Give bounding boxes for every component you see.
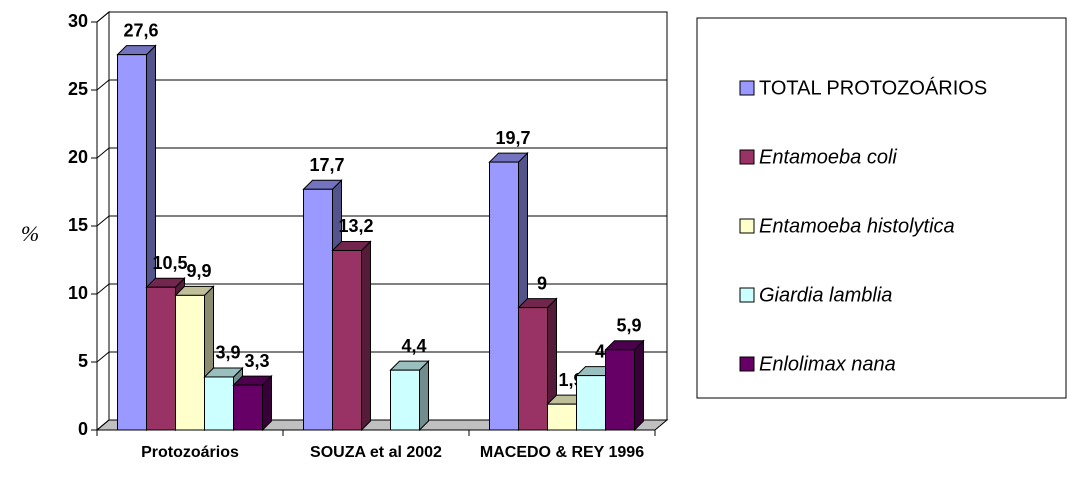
bar xyxy=(233,384,263,431)
legend-swatch xyxy=(739,356,755,372)
value-label: 9,9 xyxy=(186,261,211,281)
bar-side xyxy=(361,240,371,432)
legend-box xyxy=(696,17,1067,399)
bar xyxy=(175,294,205,431)
value-label: 10,5 xyxy=(152,253,187,273)
y-tick-label: 0 xyxy=(78,419,88,439)
bar xyxy=(332,249,362,431)
grid-line xyxy=(96,147,667,159)
legend-swatch xyxy=(739,287,755,303)
legend-label: Entamoeba histolytica xyxy=(759,215,955,237)
x-tick-label: Protozoários xyxy=(141,444,239,461)
value-label: 5,9 xyxy=(616,316,641,336)
bar-side xyxy=(419,359,429,432)
legend-label: Enlolimax nana xyxy=(759,353,896,375)
value-label: 19,7 xyxy=(495,128,530,148)
value-label: 13,2 xyxy=(338,216,373,236)
legend-swatch xyxy=(739,80,755,96)
legend-swatch xyxy=(739,149,755,165)
bar-side xyxy=(634,339,644,432)
legend-label: TOTAL PROTOZOÁRIOS xyxy=(759,76,987,99)
legend-label: Entamoeba coli xyxy=(759,146,897,168)
bar xyxy=(204,376,234,431)
y-tick-label: 20 xyxy=(68,147,88,167)
y-tick-label: 10 xyxy=(68,283,88,303)
legend-label: Giardia lamblia xyxy=(759,284,892,306)
grid-line xyxy=(96,79,667,91)
grid-line xyxy=(96,215,667,227)
bar xyxy=(518,307,548,431)
x-tick-label: MACEDO & REY 1996 xyxy=(479,444,645,461)
bar xyxy=(146,286,176,431)
y-tick-label: 5 xyxy=(78,351,88,371)
value-label: 4,4 xyxy=(401,336,426,356)
x-tick-label: SOUZA et al 2002 xyxy=(310,444,442,461)
value-label: 4 xyxy=(595,341,605,361)
grid-line xyxy=(96,11,667,23)
grid-line xyxy=(96,419,667,431)
grid-line xyxy=(96,351,667,363)
value-label: 3,3 xyxy=(244,351,269,371)
legend-swatch xyxy=(739,218,755,234)
y-tick-label: 15 xyxy=(68,215,88,235)
value-label: 9 xyxy=(537,273,547,293)
bar xyxy=(390,369,420,431)
bar xyxy=(576,375,606,431)
grid-line xyxy=(96,283,667,295)
bar xyxy=(605,349,635,431)
bar xyxy=(117,54,147,431)
value-label: 17,7 xyxy=(309,155,344,175)
bar xyxy=(303,188,333,431)
bar xyxy=(489,161,519,431)
value-label: 3,9 xyxy=(215,343,240,363)
value-label: 27,6 xyxy=(123,20,158,40)
y-tick-label: 30 xyxy=(68,11,88,31)
y-tick-label: 25 xyxy=(68,79,88,99)
y-axis-label: % xyxy=(21,221,39,246)
bar xyxy=(547,403,577,431)
